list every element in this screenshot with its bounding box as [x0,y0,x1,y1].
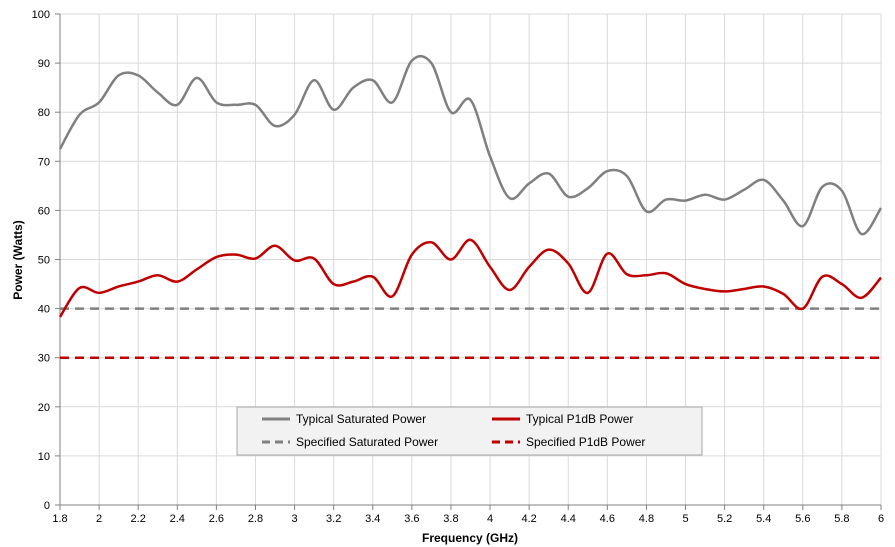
x-tick-label: 2.6 [209,513,224,525]
y-tick-label: 50 [38,255,50,267]
x-tick-label: 2.2 [131,513,146,525]
x-tick-label: 5 [682,513,688,525]
series-layer [58,54,883,359]
legend: Typical Saturated Power Typical P1dB Powe… [236,406,703,456]
x-tick-label: 4.4 [561,513,576,525]
x-tick-label: 4.6 [600,513,615,525]
x-tick-label: 3.6 [404,513,419,525]
x-tick-label: 3.2 [326,513,341,525]
series-line-typical-p1db-power [58,238,882,318]
y-tick-label: 100 [32,9,50,21]
legend-label: Specified P1dB Power [526,435,645,449]
x-tick-label: 3 [292,513,298,525]
y-tick-label: 40 [38,304,50,316]
legend-label: Typical Saturated Power [296,412,426,426]
y-tick-label: 10 [38,451,50,463]
y-axis-title: Power (Watts) [11,220,25,300]
axes [55,13,882,510]
x-tick-label: 5.2 [717,513,732,525]
legend-label: Typical P1dB Power [526,412,633,426]
y-tick-label: 90 [38,58,50,70]
x-tick-label: 5.4 [756,513,771,525]
series-line-typical-saturated-power [58,54,883,236]
y-tick-label: 70 [38,156,50,168]
x-tick-label: 5.8 [834,513,849,525]
tick-labels: 1.8 2 2.2 2.4 2.6 2.8 3 3.2 3.4 3.6 3.8 4 4.2 4.4 4.6 4… [32,9,884,525]
x-tick-label: 3.8 [443,513,458,525]
x-tick-label: 4 [487,513,493,525]
x-tick-label: 2.4 [170,513,185,525]
x-tick-label: 5.6 [795,513,810,525]
x-tick-label: 4.8 [639,513,654,525]
legend-box [236,406,703,456]
legend-label: Specified Saturated Power [296,435,438,449]
x-axis-title: Frequency (GHz) [422,531,518,545]
x-tick-label: 3.4 [365,513,380,525]
y-tick-label: 80 [38,107,50,119]
y-tick-label: 20 [38,402,50,414]
y-tick-label: 60 [38,205,50,217]
y-tick-label: 0 [44,500,50,512]
x-tick-label: 2.8 [248,513,263,525]
x-tick-label: 4.2 [521,513,536,525]
x-tick-label: 1.8 [52,513,67,525]
y-tick-label: 30 [38,353,50,365]
legend-items: Typical Saturated Power Typical P1dB Powe… [262,412,645,449]
x-tick-label: 6 [878,513,884,525]
x-tick-label: 2 [96,513,102,525]
